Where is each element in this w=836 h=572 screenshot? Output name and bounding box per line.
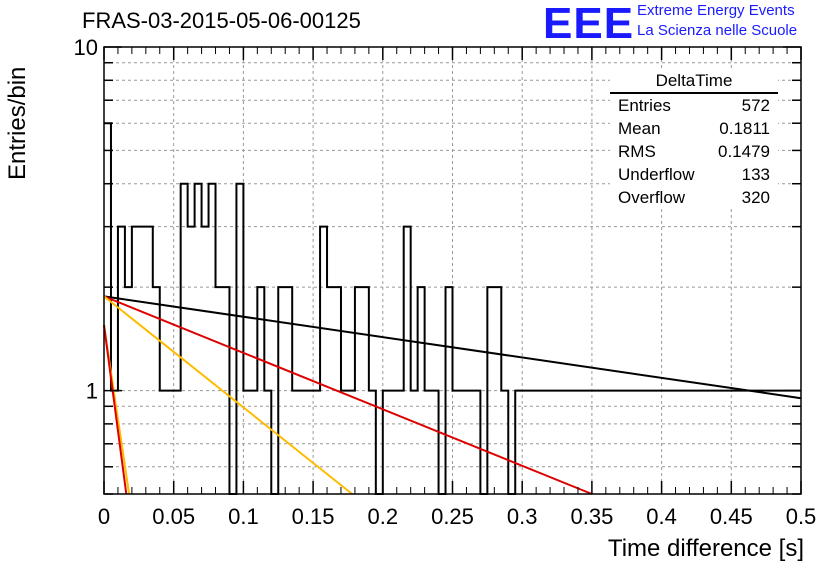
stats-label: Overflow bbox=[618, 188, 686, 207]
x-axis-label: Time difference [s] bbox=[607, 535, 804, 562]
tick-labels: 0 0.05 0.1 0.15 0.2 0.25 0.3 0.35 0.4 0.45 0.5 1 10 bbox=[74, 35, 817, 529]
brand-line-1: Extreme Energy Events bbox=[637, 2, 795, 19]
stats-label: Entries bbox=[618, 96, 671, 115]
axes bbox=[103, 46, 802, 495]
stats-row-overflow: Overflow 320 bbox=[610, 186, 778, 209]
x-tick-label: 0 bbox=[98, 504, 110, 529]
x-tick-label: 0.3 bbox=[507, 504, 538, 529]
stats-label: RMS bbox=[618, 142, 656, 161]
stats-value: 0.1811 bbox=[719, 119, 770, 138]
x-tick-label: 0.4 bbox=[646, 504, 677, 529]
x-tick-label: 0.1 bbox=[228, 504, 259, 529]
stats-row-rms: RMS 0.1479 bbox=[610, 140, 778, 163]
stats-value: 572 bbox=[741, 96, 770, 115]
fit-line-red-steep bbox=[103, 325, 128, 495]
x-tick-label: 0.45 bbox=[710, 504, 753, 529]
x-tick-label: 0.05 bbox=[152, 504, 195, 529]
stats-label: Mean bbox=[618, 119, 661, 138]
x-tick-label: 0.35 bbox=[570, 504, 613, 529]
brand-line-2: La Scienza nelle Scuole bbox=[637, 22, 798, 39]
stats-box: DeltaTime Entries 572 Mean 0.1811 RMS 0.… bbox=[610, 70, 778, 209]
x-tick-label: 0.25 bbox=[431, 504, 474, 529]
histogram bbox=[104, 122, 801, 495]
fit-line-red bbox=[103, 295, 593, 495]
stats-title: DeltaTime bbox=[610, 70, 778, 94]
stats-value: 133 bbox=[741, 165, 770, 184]
stats-row-underflow: Underflow 133 bbox=[610, 163, 778, 186]
fit-lines bbox=[103, 295, 802, 495]
stats-value: 0.1479 bbox=[718, 142, 770, 161]
chart-title: FRAS-03-2015-05-06-00125 bbox=[82, 8, 361, 33]
y-tick-label: 1 bbox=[86, 379, 98, 404]
stats-value: 320 bbox=[741, 188, 770, 207]
fit-line-black bbox=[103, 295, 802, 400]
eee-logo: EEE bbox=[543, 0, 635, 48]
stats-row-entries: Entries 572 bbox=[610, 94, 778, 117]
stats-label: Underflow bbox=[618, 165, 695, 184]
x-tick-label: 0.5 bbox=[786, 504, 817, 529]
y-tick-label: 10 bbox=[74, 35, 98, 60]
stats-row-mean: Mean 0.1811 bbox=[610, 117, 778, 140]
x-tick-label: 0.15 bbox=[292, 504, 335, 529]
histogram-steps bbox=[104, 122, 801, 495]
y-axis-label: Entries/bin bbox=[4, 66, 31, 180]
x-tick-label: 0.2 bbox=[368, 504, 399, 529]
fit-line-orange bbox=[103, 295, 353, 495]
